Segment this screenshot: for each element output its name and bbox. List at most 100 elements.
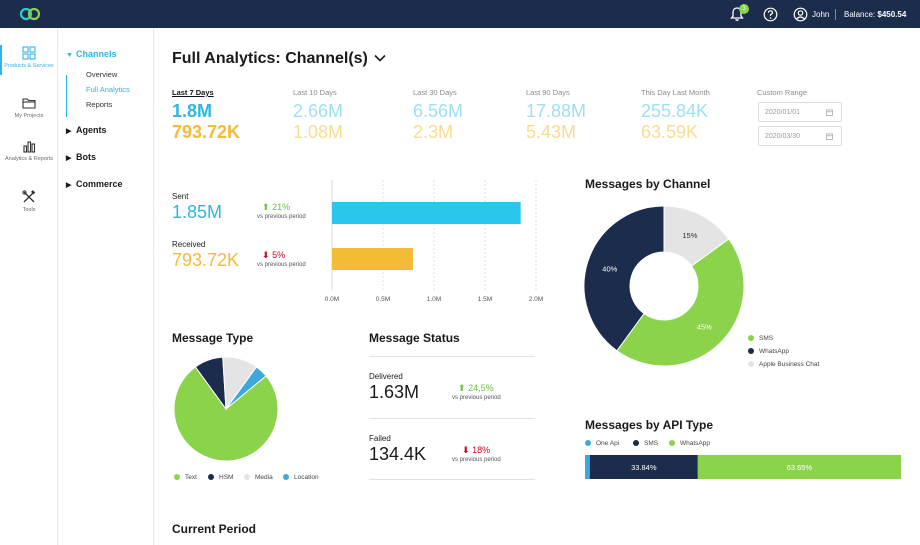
- failed-delta: ⬇ 18%: [462, 445, 490, 456]
- subnav-overview[interactable]: Overview: [86, 70, 118, 79]
- sent-value: 1.85M: [172, 202, 223, 222]
- legend-label: SMS: [644, 440, 659, 447]
- legend-item-whatsapp[interactable]: WhatsApp: [748, 348, 789, 355]
- legend-label: Media: [255, 474, 273, 481]
- arrow-down-icon: ⬇: [462, 445, 470, 455]
- subnav-reports[interactable]: Reports: [86, 100, 113, 109]
- messages-by-channel-title: Messages by Channel: [585, 177, 711, 191]
- period-sent-value: 17.88M: [526, 101, 587, 121]
- caret-down-icon: ▼: [66, 52, 73, 59]
- period-label: Last 7 Days: [172, 88, 214, 97]
- legend-item-whatsapp[interactable]: WhatsApp: [669, 440, 710, 447]
- bar-tick-label: 0.0M: [325, 296, 339, 303]
- period-this-day-last-month[interactable]: This Day Last Month 255.84K 63.59K: [641, 88, 761, 143]
- legend-dot: [633, 440, 639, 446]
- subnav-full-analytics[interactable]: Full Analytics: [86, 85, 130, 94]
- rail-item-my-projects[interactable]: My Projects: [0, 96, 58, 120]
- legend-label: WhatsApp: [680, 440, 710, 447]
- legend-item-text[interactable]: Text: [174, 474, 197, 481]
- legend-label: WhatsApp: [759, 348, 789, 355]
- legend-dot: [244, 474, 250, 480]
- subnav-commerce[interactable]: ▶ Commerce: [66, 179, 123, 189]
- chevron-down-icon[interactable]: [373, 53, 387, 63]
- legend-dot: [748, 348, 754, 354]
- stack-segment-one-api: [585, 455, 590, 479]
- chart-icon: [23, 141, 36, 153]
- period-last-30-days[interactable]: Last 30 Days 6.56M 2.3M: [413, 88, 533, 143]
- legend-label: Apple Business Chat: [759, 361, 820, 368]
- rail-item-tools[interactable]: Tools: [0, 190, 58, 214]
- rail-item-analytics-reports[interactable]: Analytics & Reports: [0, 139, 58, 163]
- rail-item-products-services[interactable]: Products & Services: [0, 46, 58, 70]
- subnav-channels-label: Channels: [76, 49, 117, 59]
- received-delta: ⬇ 5%: [262, 250, 285, 261]
- legend-item-one-api[interactable]: One Api: [585, 440, 619, 447]
- period-sent-value: 6.56M: [413, 101, 464, 121]
- rail-label-products-services: Products & Services: [4, 63, 54, 69]
- calendar-icon[interactable]: [826, 109, 833, 116]
- subnav-agents[interactable]: ▶ Agents: [66, 125, 107, 135]
- icon-rail: Products & Services My Projects Analytic…: [0, 28, 58, 545]
- calendar-icon[interactable]: [826, 133, 833, 140]
- legend-label: SMS: [759, 335, 774, 342]
- donut-value-label: 45%: [697, 322, 712, 331]
- user-name[interactable]: John: [812, 10, 830, 19]
- received-value: 793.72K: [172, 250, 240, 270]
- bar-tick-label: 1.5M: [478, 296, 492, 303]
- period-label: This Day Last Month: [641, 88, 710, 97]
- top-bar: 3 John Balance: $450.54: [0, 0, 920, 28]
- period-last-10-days[interactable]: Last 10 Days 2.66M 1.08M: [293, 88, 413, 143]
- delivered-vs-text: vs previous period: [452, 395, 501, 401]
- caret-right-icon: ▶: [66, 182, 72, 189]
- legend-label: Location: [294, 474, 319, 481]
- bar-tick-label: 1.0M: [427, 296, 441, 303]
- legend-item-sms[interactable]: SMS: [748, 335, 773, 342]
- legend-item-sms[interactable]: SMS: [633, 440, 658, 447]
- failed-delta-value: 18%: [472, 445, 491, 455]
- period-label: Last 90 Days: [526, 88, 570, 97]
- help-icon[interactable]: [763, 7, 778, 22]
- stack-segment-sms: [589, 455, 698, 479]
- start-date-input[interactable]: [758, 102, 842, 122]
- rail-active-indicator: [0, 45, 2, 75]
- legend-item-location[interactable]: Location: [283, 474, 319, 481]
- legend-dot: [208, 474, 214, 480]
- subnav-channels[interactable]: ▼ Channels: [66, 49, 117, 59]
- period-sent-value: 1.8M: [172, 101, 213, 121]
- subnav-bots-label: Bots: [76, 152, 96, 162]
- legend-item-media[interactable]: Media: [244, 474, 273, 481]
- subnav-commerce-label: Commerce: [76, 179, 123, 189]
- donut-slice-apple-business-chat: [663, 205, 730, 267]
- folder-icon: [22, 98, 36, 109]
- arrow-up-icon: ⬆: [458, 383, 466, 393]
- legend-label: One Api: [596, 440, 620, 447]
- tools-icon: [22, 190, 36, 203]
- period-last-90-days[interactable]: Last 90 Days 17.88M 5.43M: [526, 88, 646, 143]
- failed-value: 134.4K: [369, 444, 427, 464]
- legend-dot: [283, 474, 289, 480]
- user-avatar-icon[interactable]: [793, 7, 808, 22]
- sent-delta: ⬆ 21%: [262, 202, 290, 213]
- subnav-bots[interactable]: ▶ Bots: [66, 152, 96, 162]
- bar-received: [332, 248, 413, 270]
- message-status-title: Message Status: [369, 331, 460, 345]
- grid-icon: [22, 46, 36, 60]
- legend-dot: [174, 474, 180, 480]
- legend-item-apple-business-chat[interactable]: Apple Business Chat: [748, 361, 819, 368]
- account-balance: Balance: $450.54: [844, 10, 906, 19]
- period-label: Last 10 Days: [293, 88, 337, 97]
- period-sent-value: 255.84K: [641, 101, 709, 121]
- period-last-7-days[interactable]: Last 7 Days 1.8M 793.72K: [172, 88, 292, 143]
- legend-dot: [748, 361, 754, 367]
- end-date-input[interactable]: [758, 126, 842, 146]
- bar-tick-label: 2.0M: [529, 296, 543, 303]
- subnav-agents-label: Agents: [76, 125, 107, 135]
- stack-segment-whatsapp: [697, 455, 901, 479]
- legend-item-hsm[interactable]: HSM: [208, 474, 233, 481]
- brand-logo[interactable]: [19, 6, 41, 22]
- legend-label: Text: [185, 474, 197, 481]
- failed-label: Failed: [369, 434, 391, 443]
- sent-vs-text: vs previous period: [257, 214, 306, 220]
- failed-vs-text: vs previous period: [452, 457, 501, 463]
- arrow-up-icon: ⬆: [262, 202, 270, 212]
